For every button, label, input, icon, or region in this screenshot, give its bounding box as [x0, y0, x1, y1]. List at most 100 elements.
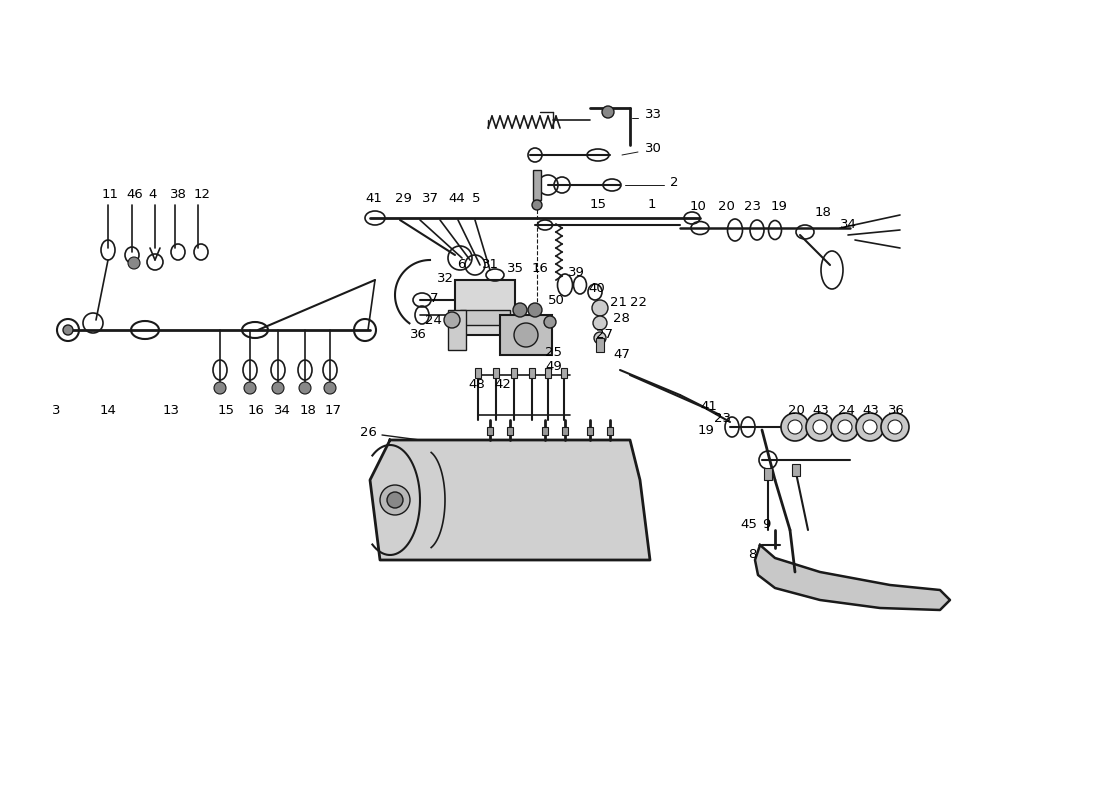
Bar [487, 427, 493, 435]
Text: 29: 29 [395, 191, 411, 205]
Text: 30: 30 [645, 142, 662, 154]
Text: 28: 28 [613, 311, 630, 325]
Text: 36: 36 [410, 329, 427, 342]
Text: 13: 13 [163, 403, 180, 417]
Circle shape [528, 303, 542, 317]
Text: 22: 22 [630, 295, 647, 309]
Bar [500, 315, 552, 355]
Circle shape [864, 420, 877, 434]
Text: 35: 35 [507, 262, 524, 274]
Circle shape [838, 420, 853, 434]
Text: 34: 34 [274, 403, 290, 417]
Bar [587, 427, 593, 435]
Text: 4: 4 [148, 189, 156, 202]
Text: 26: 26 [360, 426, 377, 438]
Circle shape [544, 316, 556, 328]
Polygon shape [370, 440, 650, 560]
Circle shape [592, 300, 608, 316]
Circle shape [888, 420, 902, 434]
Circle shape [387, 492, 403, 508]
Text: 20: 20 [718, 201, 735, 214]
Text: 8: 8 [748, 549, 757, 562]
Text: 32: 32 [437, 271, 454, 285]
Text: 18: 18 [300, 403, 317, 417]
Circle shape [63, 325, 73, 335]
Text: 43: 43 [862, 403, 879, 417]
Circle shape [813, 420, 827, 434]
Bar [460, 310, 510, 325]
Text: 7: 7 [430, 291, 439, 305]
Text: 36: 36 [888, 403, 905, 417]
Circle shape [272, 382, 284, 394]
Text: 14: 14 [100, 403, 117, 417]
Text: 40: 40 [588, 282, 605, 294]
Circle shape [128, 257, 140, 269]
Bar [534, 170, 541, 200]
Text: 19: 19 [698, 425, 715, 438]
Text: 2: 2 [670, 177, 679, 190]
Text: 24: 24 [838, 403, 855, 417]
Bar [493, 368, 499, 378]
Text: 27: 27 [596, 329, 613, 342]
Polygon shape [755, 545, 950, 610]
Text: 10: 10 [690, 201, 707, 214]
Circle shape [594, 332, 606, 344]
Text: 15: 15 [218, 403, 235, 417]
Text: 17: 17 [324, 403, 342, 417]
Circle shape [856, 413, 884, 441]
Text: 38: 38 [170, 189, 187, 202]
Bar [607, 427, 613, 435]
Circle shape [806, 413, 834, 441]
Bar [544, 368, 551, 378]
Text: 23: 23 [714, 411, 732, 425]
Bar [562, 427, 568, 435]
Text: 24: 24 [425, 314, 442, 326]
Text: 5: 5 [472, 191, 481, 205]
Circle shape [593, 316, 607, 330]
Text: 41: 41 [365, 191, 382, 205]
Text: 31: 31 [482, 258, 499, 271]
Text: 47: 47 [613, 349, 630, 362]
Text: 20: 20 [788, 403, 805, 417]
Circle shape [299, 382, 311, 394]
Text: 6: 6 [456, 258, 465, 271]
Text: 37: 37 [422, 191, 439, 205]
Bar [529, 368, 535, 378]
Text: 19: 19 [771, 201, 788, 214]
Circle shape [324, 382, 336, 394]
Text: 25: 25 [544, 346, 562, 359]
Bar [475, 368, 481, 378]
Circle shape [514, 323, 538, 347]
Text: 48: 48 [468, 378, 485, 391]
Bar [455, 280, 515, 335]
Circle shape [881, 413, 909, 441]
Text: 33: 33 [645, 109, 662, 122]
Text: 1: 1 [648, 198, 657, 211]
Text: 45: 45 [740, 518, 757, 531]
Circle shape [214, 382, 225, 394]
Text: 44: 44 [448, 191, 464, 205]
Bar [512, 368, 517, 378]
Circle shape [830, 413, 859, 441]
Text: 11: 11 [102, 189, 119, 202]
Text: 16: 16 [532, 262, 549, 274]
Text: 23: 23 [744, 201, 761, 214]
Text: 41: 41 [700, 399, 717, 413]
Bar [792, 464, 800, 476]
Text: 43: 43 [812, 403, 829, 417]
Circle shape [513, 303, 527, 317]
Text: 16: 16 [248, 403, 265, 417]
Text: 39: 39 [568, 266, 585, 278]
Circle shape [781, 413, 808, 441]
Text: 50: 50 [548, 294, 565, 306]
Bar [764, 468, 772, 480]
Text: 15: 15 [590, 198, 607, 211]
Bar [561, 368, 566, 378]
Text: 46: 46 [126, 189, 143, 202]
Text: 12: 12 [194, 189, 211, 202]
Bar [596, 338, 604, 352]
Circle shape [602, 106, 614, 118]
Text: 3: 3 [52, 403, 60, 417]
Circle shape [444, 312, 460, 328]
Text: 18: 18 [815, 206, 832, 219]
